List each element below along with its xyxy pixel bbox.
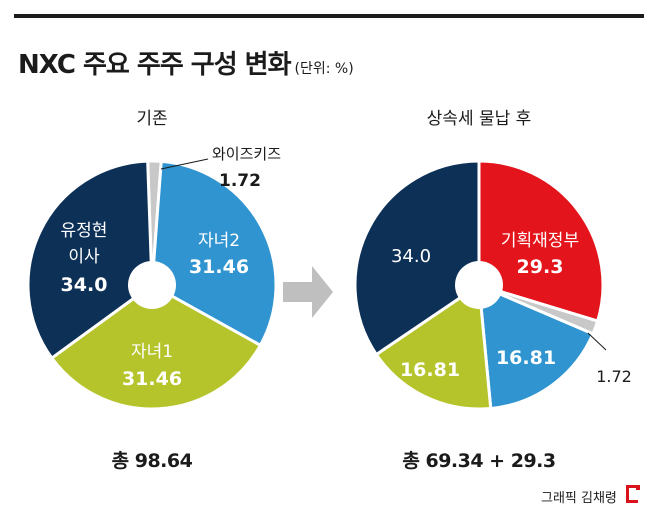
pie0-label-value-2: 31.46 (122, 368, 182, 390)
graphic-credit: 그래픽 김채령 (541, 491, 617, 506)
pie0-label-name-0: 와이즈키즈 (212, 145, 281, 163)
pie0-label-name-1: 자녀2 (198, 231, 240, 251)
pie0-label-name-3a: 유정현 (61, 221, 108, 241)
transition-arrow-icon (283, 266, 333, 318)
pie1-label-name-0: 기획재정부 (501, 231, 579, 251)
chart-title-text: NXC 주요 주주 구성 변화 (18, 50, 292, 80)
pie0-slice-1 (150, 159, 278, 347)
chart-title: NXC 주요 주주 구성 변화 (단위: %) (18, 44, 354, 81)
pie1-slice-3 (374, 283, 493, 411)
arrow-shape (283, 266, 333, 318)
pie0-title: 기존 (136, 109, 167, 129)
pie1-label-value-4: 34.0 (391, 246, 431, 267)
pie0-total: 총 98.64 (112, 450, 193, 472)
unit-note: (단위: %) (294, 61, 354, 77)
pie0-label-name-3b: 이사 (68, 247, 100, 267)
pie0-leader-line (160, 158, 209, 170)
pie0-label-name-2: 자녀1 (131, 342, 173, 362)
top-rule (14, 14, 644, 18)
pie1-title: 상속세 물납 후 (427, 109, 532, 129)
pie1-center-hole (455, 261, 503, 309)
pie1-label-value-1: 1.72 (596, 367, 632, 386)
pie1-label-value-0: 29.3 (517, 256, 564, 278)
pie0-slice-3 (26, 159, 154, 360)
pie0-slice-2 (50, 283, 262, 411)
pie1-leader-line (587, 332, 607, 351)
pie0-label-value-1: 31.46 (189, 256, 249, 278)
pie1-total: 총 69.34 + 29.3 (402, 450, 555, 472)
pie1-slice-4 (353, 159, 481, 356)
pie1-label-value-3: 16.81 (400, 359, 460, 381)
publisher-logo-icon (626, 485, 640, 503)
pie-before (26, 159, 278, 411)
pie1-slice-0 (477, 159, 605, 323)
pie-after (353, 159, 605, 411)
pie1-label-value-2: 16.81 (496, 347, 556, 369)
pie1-slice-2 (477, 283, 595, 410)
pie0-label-value-3: 34.0 (61, 274, 108, 296)
pie0-center-hole (128, 261, 176, 309)
pie0-label-value-0: 1.72 (219, 171, 261, 191)
